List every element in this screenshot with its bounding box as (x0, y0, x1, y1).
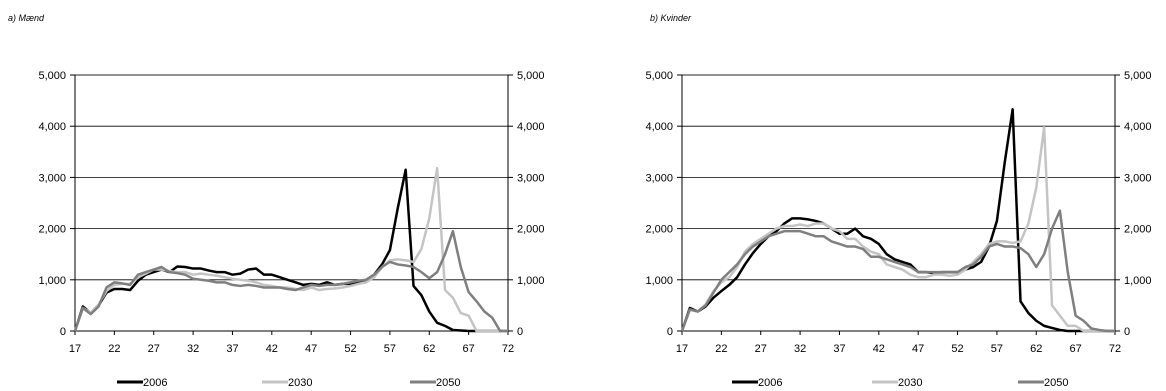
plot-area-kvinder (681, 74, 1116, 332)
legend-label-2006: 2006 (758, 377, 782, 389)
y-tick-label-right: 3,000 (1124, 172, 1152, 184)
y-tick-label-right: 1,000 (517, 275, 545, 287)
x-tick-label: 52 (344, 343, 356, 355)
y-tick-label-right: 0 (1124, 326, 1130, 338)
x-tick-label: 37 (833, 343, 845, 355)
x-tick-label: 22 (715, 343, 727, 355)
x-tick-label: 57 (991, 343, 1003, 355)
y-tick-label-right: 2,000 (1124, 224, 1152, 236)
x-tick-label: 27 (148, 343, 160, 355)
x-tick-label: 22 (108, 343, 120, 355)
y-tick-label-right: 4,000 (517, 121, 545, 133)
x-tick-label: 27 (755, 343, 767, 355)
x-tick-label: 47 (305, 343, 317, 355)
x-tick-label: 57 (384, 343, 396, 355)
x-tick-label: 62 (1030, 343, 1042, 355)
legend-label-2050: 2050 (436, 377, 460, 389)
x-tick-label: 67 (463, 343, 475, 355)
x-tick-label: 32 (187, 343, 199, 355)
y-tick-label: 1,000 (645, 275, 673, 287)
x-tick-label: 42 (873, 343, 885, 355)
x-tick-label: 52 (951, 343, 963, 355)
y-tick-label-right: 4,000 (1124, 121, 1152, 133)
y-tick-label: 3,000 (38, 172, 66, 184)
y-tick-label: 2,000 (645, 224, 673, 236)
y-tick-label-right: 1,000 (1124, 275, 1152, 287)
y-tick-label-right: 3,000 (517, 172, 545, 184)
y-tick-label: 5,000 (645, 70, 673, 82)
x-tick-label: 37 (226, 343, 238, 355)
x-tick-label: 17 (69, 343, 81, 355)
legend-label-2030: 2030 (288, 377, 312, 389)
series-line-2006 (680, 108, 1115, 333)
series-line-2030 (73, 166, 508, 333)
y-tick-label: 5,000 (38, 70, 66, 82)
y-tick-label-right: 5,000 (1124, 70, 1152, 82)
x-tick-label: 17 (676, 343, 688, 355)
x-tick-label: 72 (502, 343, 514, 355)
y-tick-label-right: 0 (517, 326, 523, 338)
x-tick-label: 62 (423, 343, 435, 355)
y-tick-label: 4,000 (645, 121, 673, 133)
x-tick-label: 72 (1109, 343, 1121, 355)
y-tick-label: 4,000 (38, 121, 66, 133)
chart-panel-maend: a) Mænd 0 0 1,000 1,000 2,000 2,000 3,000 3,000… (8, 13, 545, 389)
x-tick-label: 32 (794, 343, 806, 355)
chart-title-kvinder: b) Kvinder (650, 13, 692, 23)
legend-label-2030: 2030 (898, 377, 922, 389)
series-line-2050 (73, 229, 508, 333)
chart-panel-kvinder: b) Kvinder 0 0 1,000 1,000 2,000 2,000 3,000 3,… (645, 13, 1151, 389)
y-tick-label-right: 2,000 (517, 224, 545, 236)
plot-area-maend (74, 74, 509, 332)
x-tick-label: 67 (1070, 343, 1082, 355)
y-tick-label-right: 5,000 (517, 70, 545, 82)
y-tick-label: 2,000 (38, 224, 66, 236)
y-tick-label: 3,000 (645, 172, 673, 184)
legend-label-2006: 2006 (143, 377, 167, 389)
legend-label-2050: 2050 (1044, 377, 1068, 389)
y-tick-label: 0 (60, 326, 66, 338)
x-tick-label: 47 (912, 343, 924, 355)
x-tick-label: 42 (266, 343, 278, 355)
y-tick-label: 0 (667, 326, 673, 338)
series-line-2030 (680, 125, 1115, 333)
chart-title-maend: a) Mænd (8, 13, 45, 23)
series-line-2050 (680, 209, 1115, 333)
y-tick-label: 1,000 (38, 275, 66, 287)
